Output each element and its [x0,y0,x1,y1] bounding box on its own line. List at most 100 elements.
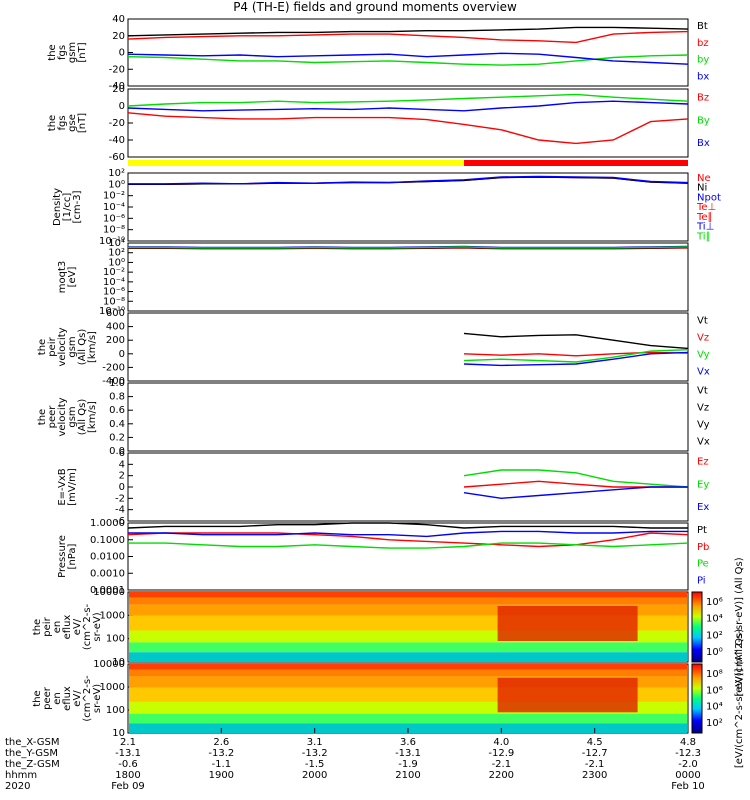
legend-entry: Ne [697,173,711,184]
heatmap-band [129,592,687,598]
y-axis-label: E=-VxB [57,468,68,505]
colorbar-label: [eV/(cm^2-s-sr-eV)] (All Qs) [734,557,745,696]
panel-frame [127,18,689,87]
y-axis-label: Density [52,188,63,226]
y-tick-label: 20 [112,84,125,95]
y-tick-label: 1.0 [109,378,125,389]
legend-entry: Ti∥ [696,231,711,242]
series-line-Pb [127,532,689,548]
legend-entry: Pe [697,559,709,570]
y-axis-label: gsm [67,42,78,63]
x-tick-label: -12.3 [675,748,701,759]
y-tick-label: 1.0000 [90,518,125,529]
y-tick-label: -2 [115,493,125,504]
x-row-label: hhmm [5,770,37,781]
y-tick-label: 2 [119,471,125,482]
y-tick-label: 0 [119,482,125,493]
y-axis-label: gsm [67,406,78,427]
y-tick-label: 10000 [93,659,125,670]
heatmap-band [129,652,687,662]
legend-entry: Pi [697,575,706,586]
heatmap-band [129,701,687,714]
y-tick-label: 1000 [100,610,125,621]
series-line-Pt [127,522,688,529]
y-axis-label: gsm [67,336,78,357]
y-axis-label: (All Qs) [77,399,88,436]
panel-peer_velocity: 1.0 0.8 0.6 0.4 0.2 0.0 the peer velocity gsm (All… [37,378,710,457]
x-tick-label: 1900 [209,770,234,781]
legend-entry: bz [697,38,709,49]
x-tick-label: 4.0 [493,737,509,748]
x-tick-label: 2.6 [213,737,229,748]
y-axis-label: peer [42,686,53,710]
y-axis-label: sr-eV) [92,612,103,641]
x-tick-label: -2.1 [585,759,605,770]
y-axis-label: velocity [57,397,68,436]
legend-entry: Bz [697,93,709,104]
x-tick-label: Feb 09 [111,781,145,792]
y-axis-label: Pressure [57,535,68,578]
y-tick-label: 0.0001 [90,585,125,596]
y-axis-label: [nT] [77,113,88,133]
heatmap-band [129,630,687,643]
series-line-Ex [463,486,688,500]
y-tick-label: 0.0 [109,446,125,457]
x-tick-label: 2.1 [120,737,136,748]
y-tick-label: 0.8 [109,392,125,403]
y-tick-label: 10⁻¹⁰ [99,236,125,247]
x-tick-label: 2100 [395,770,420,781]
y-tick-label: 10⁻⁴ [103,277,125,288]
panel-peir_en_eflux: 10000 1000 100 10 the peir en eflux eV/(cm^2-s-s… [32,557,745,696]
y-axis-label: [cm-3] [72,190,83,223]
heatmap-band [129,676,687,688]
series-line-Bz [127,112,689,145]
y-axis-label: eV/ [72,690,83,707]
y-tick-label: 10000 [93,587,125,598]
series-line-Vy [463,349,689,363]
y-tick-label: 10⁻⁸ [103,225,125,236]
y-tick-label: 10 [112,657,125,668]
y-axis-label: velocity [57,327,68,366]
heatmap-band [129,597,687,605]
y-tick-label: 10⁴ [108,238,125,249]
y-axis-label: the [47,44,58,60]
y-axis-label: [eV] [67,267,78,288]
x-tick-label: -12.7 [582,748,608,759]
y-tick-label: 0.4 [109,419,125,430]
y-tick-label: 10⁻¹⁰ [99,306,125,317]
y-tick-label: 0.1000 [90,535,125,546]
x-row-label: 2020 [5,781,30,792]
y-tick-label: 200 [106,335,125,346]
series-line-Vz [463,351,689,357]
y-tick-label: 10² [108,168,125,179]
colorbar-tick-label: 10⁶ [706,685,723,696]
legend-entry: Vz [697,402,709,413]
y-tick-label: -20 [109,64,125,75]
y-tick-label: 20 [112,31,125,42]
y-axis-label: [nPa] [67,543,78,569]
heatmap-band [129,664,687,670]
x-tick-label: -1.1 [212,759,232,770]
y-axis-label: the [37,409,48,425]
series-line-Pe [128,542,689,549]
y-axis-label: (cm^2-s- [82,675,93,722]
heatmap-band [129,669,687,677]
series-line-Pi [128,530,688,538]
series-line-Vx [463,351,689,367]
y-tick-label: 10⁰ [108,257,125,268]
y-tick-label: 10⁻² [103,191,125,202]
y-tick-label: -6 [115,516,125,527]
x-tick-label: 2200 [489,770,514,781]
y-axis-label: [1/cc] [62,193,73,222]
legend-entry: Npot [697,192,721,203]
legend-entry: Ex [697,502,709,513]
series-line-Vt [463,332,689,350]
colorbar-tick-label: 10⁰ [706,647,723,658]
y-tick-label: -200 [102,362,125,373]
x-row-label: the_Z-GSM [5,759,60,770]
colorbar-tick-label: 10⁶ [706,597,723,608]
y-tick-label: 10⁻⁶ [103,287,125,298]
y-tick-label: 10 [112,728,125,739]
x-tick-label: 0000 [675,770,700,781]
